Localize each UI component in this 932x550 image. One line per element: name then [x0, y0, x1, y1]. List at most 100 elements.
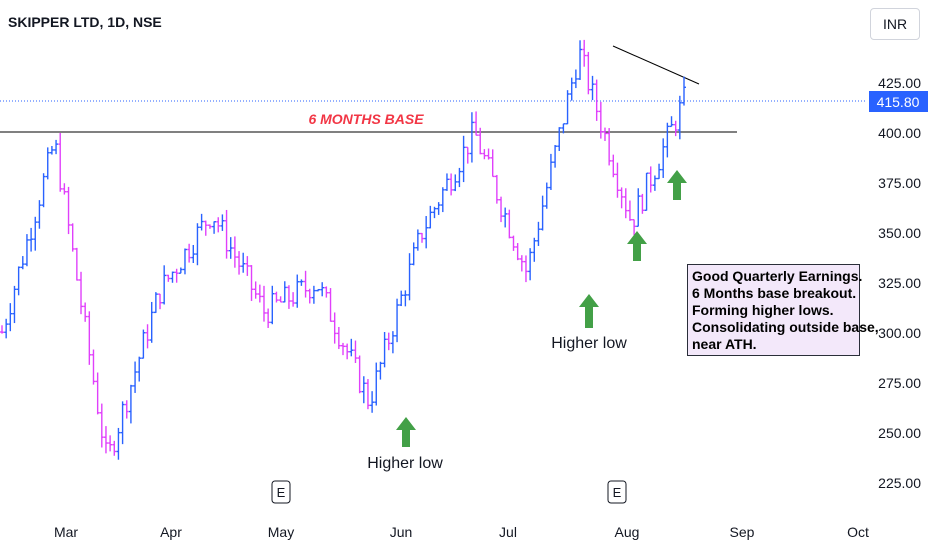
ohlc-bar — [540, 195, 545, 231]
earnings-marker[interactable]: E — [607, 480, 627, 504]
ohlc-bar — [316, 288, 321, 292]
ohlc-bar — [83, 302, 88, 322]
ohlc-bar — [619, 187, 624, 209]
ohlc-bar — [640, 193, 645, 214]
ohlc-bar — [228, 237, 233, 259]
annotation-note[interactable]: Good Quarterly Earnings. 6 Months base b… — [687, 264, 879, 356]
ohlc-bar — [623, 188, 628, 219]
ohlc-bar — [303, 270, 308, 298]
ohlc-bar — [374, 362, 379, 406]
ohlc-bar — [507, 209, 512, 239]
ohlc-bar — [74, 247, 79, 281]
ohlc-bar — [241, 252, 246, 273]
svg-text:E: E — [277, 485, 286, 500]
note-line: Consolidating outside base, — [692, 319, 879, 335]
time-tick-label: Oct — [847, 524, 869, 540]
ohlc-bar — [474, 111, 479, 136]
price-tick-label: 250.00 — [878, 425, 921, 441]
ohlc-bar — [528, 248, 533, 281]
ohlc-bar — [108, 435, 113, 452]
ohlc-bar — [465, 146, 470, 164]
ohlc-bar — [261, 285, 266, 322]
ohlc-bar — [112, 440, 117, 456]
ohlc-bar — [128, 384, 133, 424]
ohlc-bar — [199, 213, 204, 231]
ohlc-bar — [553, 144, 558, 168]
ohlc-bar — [141, 329, 146, 359]
ohlc-bar — [145, 324, 150, 349]
note-line: Good Quarterly Earnings. — [692, 268, 863, 284]
price-tick-label: 400.00 — [878, 125, 921, 141]
ohlc-bar — [45, 147, 50, 180]
price-tick-label: 375.00 — [878, 175, 921, 191]
ohlc-bar — [403, 290, 408, 307]
green-up-arrow — [579, 294, 599, 328]
ohlc-bar — [124, 400, 129, 419]
ohlc-bar — [590, 75, 595, 101]
ohlc-bar — [353, 340, 358, 363]
time-tick-label: Jul — [499, 524, 517, 540]
ohlc-bar — [682, 76, 686, 106]
ohlc-bar — [482, 149, 487, 160]
ohlc-bar — [95, 372, 100, 415]
ohlc-bar — [582, 39, 587, 67]
ohlc-bar — [594, 79, 599, 121]
ohlc-bar — [578, 40, 583, 80]
ohlc-bar — [440, 187, 445, 213]
ohlc-bar — [395, 298, 400, 343]
time-tick-label: Apr — [160, 524, 182, 540]
descending-trendline[interactable] — [612, 45, 700, 85]
ohlc-bar — [378, 361, 383, 380]
ohlc-bar — [137, 356, 142, 382]
ohlc-bar — [503, 207, 508, 228]
ohlc-bar — [37, 200, 42, 229]
ohlc-bar — [515, 243, 520, 261]
ohlc-bar — [573, 69, 578, 89]
ohlc-bar — [652, 175, 657, 191]
ohlc-bar — [237, 251, 242, 275]
ohlc-bar — [557, 127, 562, 151]
price-tick-label: 325.00 — [878, 275, 921, 291]
ohlc-bar — [532, 237, 537, 262]
ohlc-bar — [232, 236, 237, 268]
ohlc-bar — [449, 173, 454, 196]
ohlc-bar — [399, 290, 404, 307]
ohlc-bar — [216, 217, 221, 233]
ohlc-bar — [328, 288, 333, 322]
ohlc-bar — [345, 343, 350, 360]
ohlc-bar — [158, 293, 163, 310]
ohlc-bar — [569, 77, 574, 101]
ohlc-bar — [336, 326, 341, 350]
green-up-arrow — [667, 170, 687, 200]
ohlc-bar — [257, 284, 262, 303]
currency-button[interactable]: INR — [870, 8, 920, 40]
ohlc-bar — [274, 291, 279, 303]
price-axis[interactable]: 425.00 400.00 375.00 350.00 325.00 300.0… — [878, 75, 921, 491]
ohlc-bars — [0, 39, 686, 460]
time-axis[interactable]: Mar Apr May Jun Jul Aug Sep Oct — [54, 524, 869, 540]
ohlc-bar — [627, 200, 632, 221]
ohlc-bar — [311, 285, 316, 304]
ohlc-bar — [490, 149, 495, 178]
ohlc-bar — [661, 138, 666, 178]
ohlc-bar — [79, 271, 84, 315]
earnings-marker[interactable]: E — [271, 480, 291, 504]
ohlc-bar — [16, 266, 21, 296]
ohlc-bar — [453, 174, 458, 192]
ohlc-bar — [299, 279, 304, 286]
ohlc-bar — [162, 265, 167, 305]
note-line: near ATH. — [692, 336, 757, 352]
ohlc-bar — [191, 244, 196, 263]
ohlc-bar — [469, 112, 474, 163]
ohlc-bar — [382, 332, 387, 368]
ohlc-bar — [424, 216, 429, 249]
ohlc-bar — [370, 391, 375, 413]
ohlc-bar — [33, 216, 38, 251]
ohlc-bar — [166, 274, 171, 282]
green-up-arrow — [627, 231, 647, 261]
ohlc-bar — [291, 292, 296, 307]
ohlc-bar — [253, 281, 258, 299]
ohlc-bar — [120, 401, 125, 445]
ohlc-bar — [677, 95, 682, 140]
